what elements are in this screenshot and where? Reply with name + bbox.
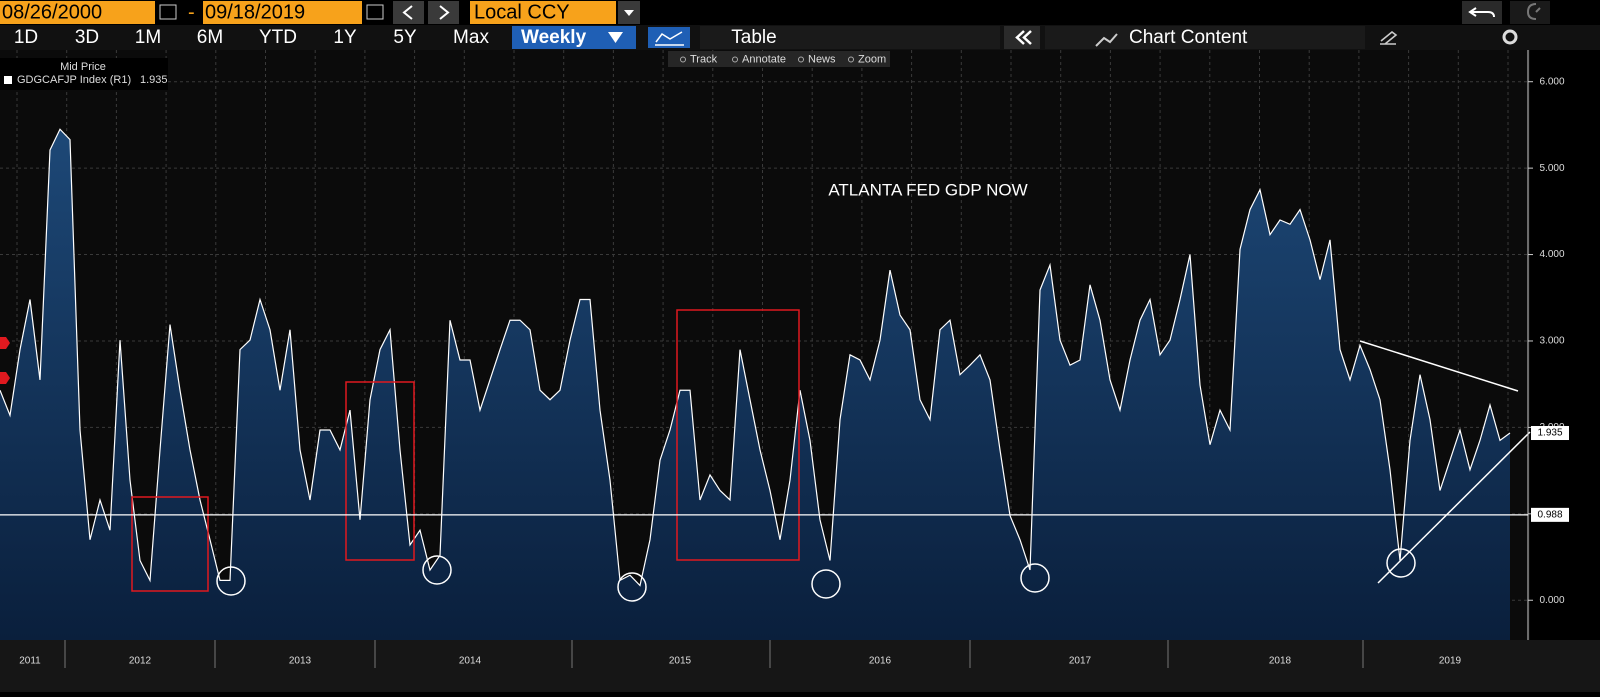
- chart-content-label[interactable]: Chart Content: [1129, 27, 1248, 48]
- alert-markers: [0, 337, 10, 384]
- x-tick-label: 2014: [459, 656, 482, 667]
- tool-icon: [732, 56, 738, 63]
- range-button[interactable]: 1M: [135, 27, 161, 48]
- low-circle: [617, 572, 647, 602]
- undo-icon: [1468, 7, 1495, 18]
- tool-button[interactable]: Annotate: [742, 53, 786, 65]
- prev-icon: [402, 5, 413, 20]
- annotation-boxes: [131, 309, 800, 592]
- highlight-box: [345, 381, 415, 561]
- low-circle: [422, 555, 452, 585]
- alert-marker: [0, 372, 10, 384]
- annotation-circles: [216, 340, 1531, 602]
- date-separator: -: [188, 1, 195, 23]
- range-button[interactable]: 3D: [75, 27, 99, 48]
- range-button[interactable]: 5Y: [393, 27, 417, 48]
- trend-line: [1359, 340, 1519, 392]
- tool-icon: [848, 56, 854, 63]
- x-tick-label: 2015: [669, 656, 692, 667]
- range-button[interactable]: 1Y: [333, 27, 357, 48]
- range-button[interactable]: 6M: [197, 27, 223, 48]
- x-tick-label: 2013: [289, 656, 312, 667]
- reference-label: 0.988: [1537, 509, 1562, 520]
- low-circle: [1020, 563, 1050, 593]
- x-tick-label: 2011: [19, 656, 41, 667]
- tool-icon: [798, 56, 804, 63]
- y-tick-label: 4.000: [1539, 249, 1564, 260]
- next-icon: [439, 5, 450, 20]
- edit-icon[interactable]: [1380, 30, 1398, 45]
- y-tick-label: 3.000: [1539, 336, 1564, 347]
- y-tick-label: 0.000: [1539, 595, 1564, 606]
- legend-swatch: [4, 76, 12, 84]
- end-date[interactable]: 09/18/2019: [205, 1, 305, 23]
- date-field[interactable]: [203, 1, 362, 24]
- x-tick-label: 2018: [1269, 656, 1292, 667]
- last-value-tag: [1531, 426, 1569, 441]
- table-button[interactable]: [700, 26, 1000, 49]
- legend-value: 1.935: [140, 74, 168, 86]
- range-button[interactable]: YTD: [259, 27, 297, 48]
- axis-bg: [1530, 50, 1600, 640]
- tools-bar: [668, 51, 890, 67]
- low-circle: [1386, 548, 1416, 578]
- legend-box: [0, 58, 168, 90]
- reference-tag: [1531, 507, 1569, 522]
- redo-button[interactable]: [1510, 1, 1550, 24]
- x-tick-label: 2012: [129, 656, 152, 667]
- currency-field[interactable]: [470, 1, 616, 24]
- range-button[interactable]: 1D: [14, 27, 38, 48]
- highlight-box: [676, 309, 800, 561]
- line: [0, 128, 1511, 587]
- chart-content-icon: [1095, 33, 1118, 47]
- x-axis-bg: [0, 640, 1600, 692]
- alert-marker: [0, 337, 10, 349]
- collapse-button[interactable]: [1004, 26, 1040, 49]
- legend-label: GDGCAFJP Index (R1): [17, 74, 131, 86]
- low-circle: [811, 569, 841, 599]
- x-tick-label: 2016: [869, 656, 892, 667]
- annotation-text: ATLANTA FED GDP NOW: [828, 180, 1027, 199]
- collapse-icon: [1015, 30, 1032, 45]
- y-tick-label: 5.000: [1539, 163, 1564, 174]
- frequency[interactable]: Weekly: [521, 27, 587, 48]
- tool-button[interactable]: Track: [690, 53, 718, 65]
- last-value-label: 1.935: [1537, 428, 1562, 439]
- chart-icon: [655, 31, 684, 46]
- y-tick-label: 6.000: [1539, 76, 1564, 87]
- currency[interactable]: Local CCY: [474, 1, 570, 23]
- settings-icon[interactable]: [1502, 29, 1518, 45]
- tool-icon: [680, 56, 686, 63]
- range-button[interactable]: Max: [453, 27, 489, 48]
- highlight-box: [131, 496, 209, 592]
- calendar-icon[interactable]: [366, 4, 384, 20]
- redo-icon: [1526, 3, 1541, 20]
- area: [0, 129, 1510, 640]
- x-tick-label: 2017: [1069, 656, 1092, 667]
- next-button[interactable]: [428, 1, 459, 24]
- trend-line: [1377, 431, 1531, 584]
- x-tick-label: 2019: [1439, 656, 1462, 667]
- tool-button[interactable]: News: [808, 53, 836, 65]
- legend-title: Mid Price: [60, 61, 106, 73]
- date-field[interactable]: [0, 1, 155, 24]
- calendar-icon[interactable]: [159, 4, 177, 20]
- start-date[interactable]: 08/26/2000: [2, 1, 102, 23]
- chart-content-button[interactable]: [1045, 26, 1365, 49]
- low-circle: [216, 566, 246, 596]
- prev-button[interactable]: [393, 1, 424, 24]
- dropdown-icon: [624, 10, 634, 16]
- table-label[interactable]: Table: [731, 27, 776, 48]
- tool-button[interactable]: Zoom: [858, 53, 886, 65]
- frequency-button[interactable]: [512, 26, 636, 49]
- dropdown-icon: [608, 32, 623, 43]
